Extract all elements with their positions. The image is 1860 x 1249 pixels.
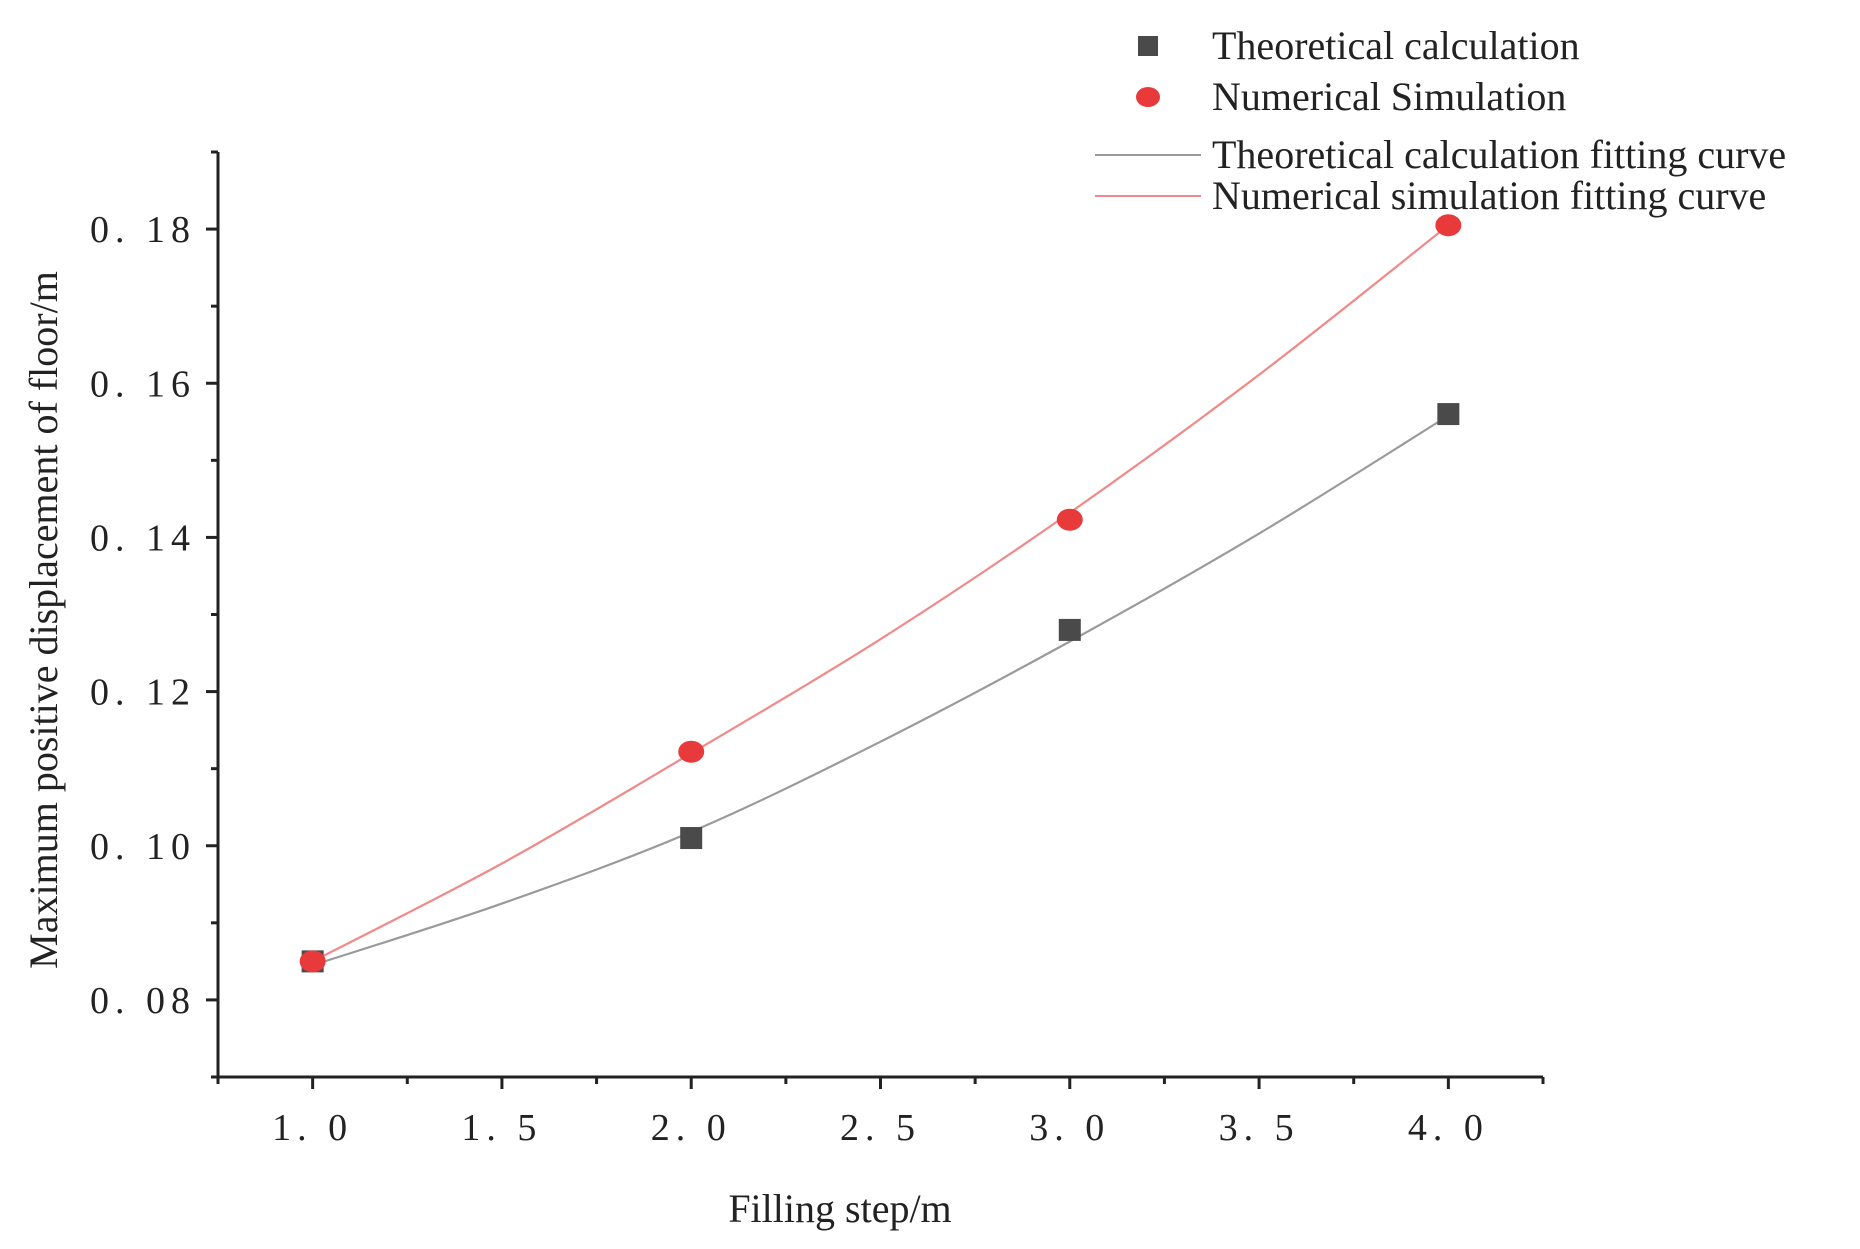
legend-marker-numerical-simulation	[1136, 87, 1160, 107]
x-tick-label: 2. 0	[651, 1107, 732, 1149]
y-tick-label: 0. 16	[90, 363, 196, 405]
theoretical-point	[1437, 403, 1460, 426]
x-tick-label: 1. 5	[461, 1107, 542, 1149]
x-tick-label: 3. 0	[1029, 1107, 1110, 1149]
legend-label-theoretical-calculation-fitting-curve: Theoretical calculation fitting curve	[1212, 132, 1786, 177]
y-axis-title: Maximum positive displacement of floor/m	[21, 271, 66, 969]
y-tick-label: 0. 08	[90, 980, 196, 1022]
legend-label-theoretical-calculation: Theoretical calculation	[1212, 23, 1580, 68]
theoretical-point	[680, 827, 703, 850]
y-tick-label: 0. 12	[90, 672, 196, 714]
x-tick-label: 2. 5	[840, 1107, 921, 1149]
legend-label-numerical-simulation-fitting-curve: Numerical simulation fitting curve	[1212, 173, 1766, 218]
legend-marker-theoretical-calculation	[1138, 36, 1158, 56]
legend: Theoretical calculation Numerical Simulat…	[1095, 23, 1786, 218]
simulation-point	[1435, 214, 1462, 237]
y-tick-label: 0. 10	[90, 826, 196, 868]
x-tick-label: 4. 0	[1408, 1107, 1489, 1149]
simulation-point	[299, 950, 326, 973]
plot-area	[299, 214, 1462, 973]
axes: 1. 0 1. 5 2. 0 2. 5 3. 0 3. 5 4. 0 0. 08 0. 10 0.…	[90, 150, 1545, 1149]
theoretical-point	[1058, 618, 1081, 641]
x-tick-label: 3. 5	[1219, 1107, 1300, 1149]
x-tick-label: 1. 0	[272, 1107, 353, 1149]
simulation-point	[1056, 508, 1083, 531]
fit-curve-numerical-simulation-fitting-curve	[312, 224, 1450, 963]
legend-label-numerical-simulation: Numerical Simulation	[1212, 74, 1566, 119]
y-tick-label: 0. 14	[90, 517, 196, 559]
x-axis-title: Filling step/m	[728, 1186, 951, 1231]
fit-curve-theoretical-calculation-fitting-curve	[312, 414, 1449, 967]
y-tick-label: 0. 18	[90, 209, 196, 251]
simulation-point	[678, 740, 705, 763]
